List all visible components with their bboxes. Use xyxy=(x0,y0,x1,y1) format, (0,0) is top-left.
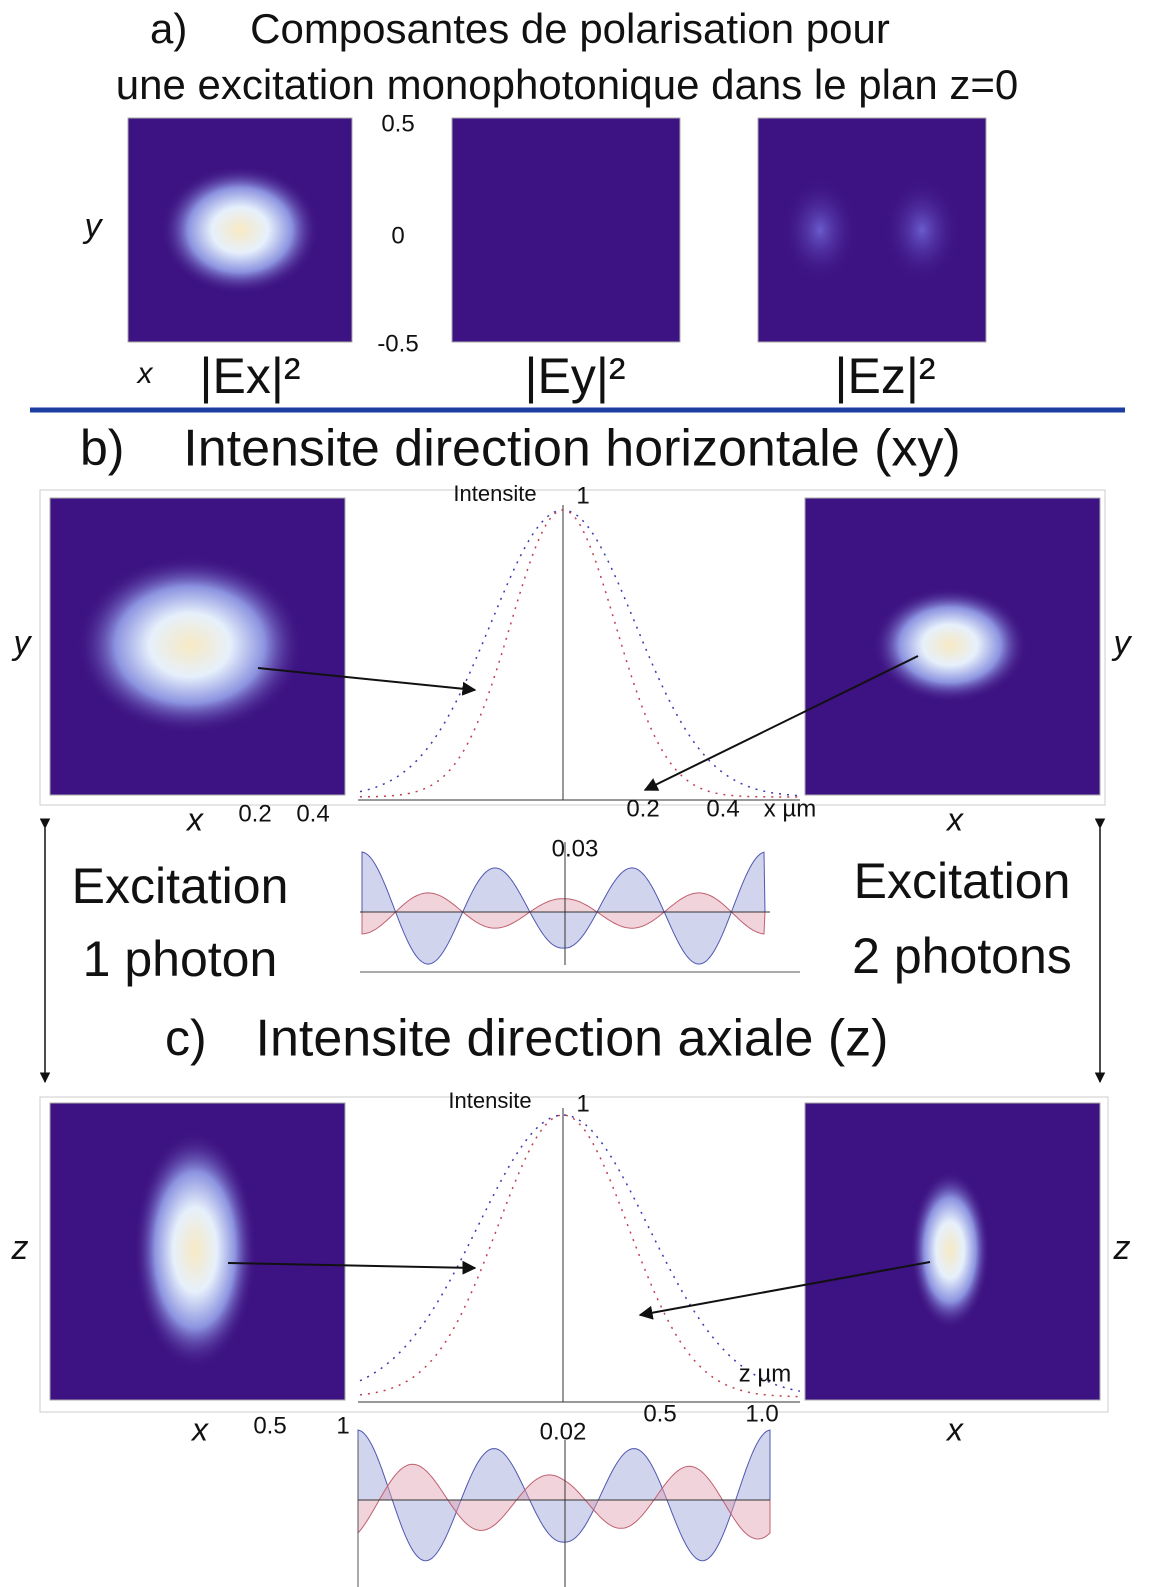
tick-label: 1.0 xyxy=(745,1400,778,1427)
panel-label: |Ez|² xyxy=(835,348,936,404)
section-title: Intensite direction axiale (z) xyxy=(256,1010,889,1068)
tick-label: 0 xyxy=(391,222,404,249)
axis-unit: z µm xyxy=(739,1360,792,1387)
axis-label: z xyxy=(11,1229,29,1267)
heatmap-spot xyxy=(910,1170,990,1330)
axis-label: x xyxy=(945,801,964,837)
excitation-label: Excitation xyxy=(72,858,289,914)
section-title: une excitation monophotonique dans le pl… xyxy=(116,61,1019,108)
curve xyxy=(359,1114,801,1392)
tick-label: 0.2 xyxy=(626,795,659,822)
axis-unit: x µm xyxy=(764,795,817,822)
panel-label: |Ex|² xyxy=(200,348,301,404)
heatmap-spot xyxy=(133,1130,257,1370)
heatmap-spot xyxy=(882,175,962,285)
section-title: Intensite direction horizontale (xy) xyxy=(183,420,961,478)
plot-label: 1 xyxy=(576,482,589,509)
panel-label: |Ey|² xyxy=(525,348,626,404)
tick-label: 0.2 xyxy=(238,800,271,827)
tick-label: 0.5 xyxy=(643,1400,676,1427)
tick-label: 0.5 xyxy=(253,1412,286,1439)
plot-label: Intensite xyxy=(453,481,536,506)
axis-label: z xyxy=(1113,1229,1131,1267)
axis-label: x xyxy=(945,1411,964,1447)
section-letter: b) xyxy=(80,420,124,476)
difference-area xyxy=(361,892,766,935)
arrow xyxy=(257,667,477,696)
tick-label: 0.5 xyxy=(381,110,414,137)
section-letter: c) xyxy=(165,1010,207,1066)
axis-label: x xyxy=(185,801,204,837)
frame xyxy=(39,1096,1109,1413)
axis-label: x xyxy=(136,357,154,390)
axis-label: y xyxy=(12,624,33,662)
section-title: Composantes de polarisation pour xyxy=(250,5,890,52)
excitation-label: 2 photons xyxy=(852,928,1072,984)
plot-label: 1 xyxy=(576,1090,589,1117)
tick-label: 0.4 xyxy=(296,800,329,827)
arrow xyxy=(227,1260,477,1275)
heatmap-spot xyxy=(872,587,1028,703)
heatmap-spot xyxy=(75,555,305,735)
curve xyxy=(359,1114,800,1398)
plot-label: Intensite xyxy=(448,1088,531,1113)
tick-label: 1 xyxy=(336,1412,349,1439)
axis-label: x xyxy=(190,1411,209,1447)
excitation-label: Excitation xyxy=(854,853,1071,909)
excitation-label: 1 photon xyxy=(83,931,278,987)
difference-area xyxy=(361,851,766,965)
arrow xyxy=(638,1261,931,1320)
axis-label: y xyxy=(83,207,104,245)
axis-label: y xyxy=(1112,624,1133,662)
heatmap-spot xyxy=(160,165,320,295)
curve xyxy=(359,509,800,798)
tick-label: 0.03 xyxy=(552,835,599,862)
tick-label: 0.4 xyxy=(706,795,739,822)
heatmap xyxy=(451,117,681,343)
curve xyxy=(359,509,801,797)
frame xyxy=(39,489,1106,806)
tick-label: 0.02 xyxy=(540,1418,587,1445)
heatmap-spot xyxy=(780,175,860,285)
arrow xyxy=(643,655,919,791)
tick-label: -0.5 xyxy=(377,330,418,357)
section-letter: a) xyxy=(150,5,187,52)
